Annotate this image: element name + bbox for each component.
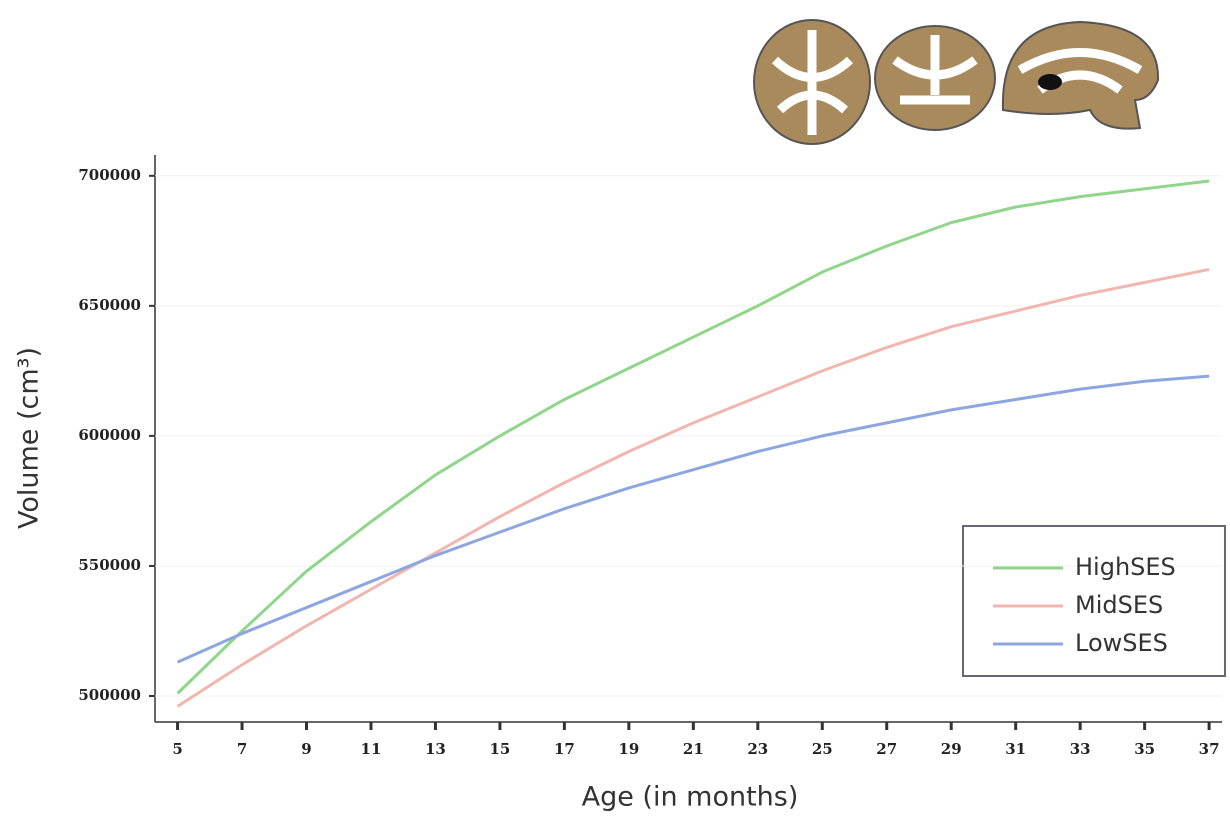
- x-axis-title: Age (in months): [582, 782, 799, 813]
- legend-box: [962, 525, 1226, 677]
- x-tick-label: 13: [425, 740, 446, 758]
- x-tick-label: 5: [172, 740, 182, 758]
- legend-label: HighSES: [1075, 553, 1176, 581]
- x-tick-label: 27: [876, 740, 897, 758]
- y-tick-label: 550000: [78, 556, 141, 574]
- legend-label: MidSES: [1075, 591, 1163, 619]
- y-tick-label: 650000: [78, 296, 141, 314]
- y-tick-label: 700000: [78, 166, 141, 184]
- x-tick-label: 21: [683, 740, 704, 758]
- x-tick-label: 29: [941, 740, 962, 758]
- x-tick-label: 19: [618, 740, 639, 758]
- x-tick-label: 9: [301, 740, 311, 758]
- x-tick-label: 23: [747, 740, 768, 758]
- x-tick-label: 15: [489, 740, 510, 758]
- series-line: [176, 179, 1210, 695]
- x-tick-label: 17: [554, 740, 575, 758]
- series-line: [176, 267, 1210, 708]
- y-tick-label: 600000: [78, 426, 141, 444]
- x-tick-label: 31: [1005, 740, 1026, 758]
- x-tick-label: 11: [361, 740, 382, 758]
- x-tick-label: 7: [237, 740, 247, 758]
- y-axis-title: Volume (cm³): [14, 347, 45, 529]
- legend-label: LowSES: [1075, 629, 1168, 657]
- x-tick-label: 33: [1070, 740, 1091, 758]
- y-tick-label: 500000: [78, 686, 141, 704]
- series-line: [176, 374, 1210, 664]
- x-tick-label: 35: [1134, 740, 1155, 758]
- x-tick-label: 37: [1199, 740, 1220, 758]
- brain-images: [753, 19, 1160, 145]
- x-tick-label: 25: [812, 740, 833, 758]
